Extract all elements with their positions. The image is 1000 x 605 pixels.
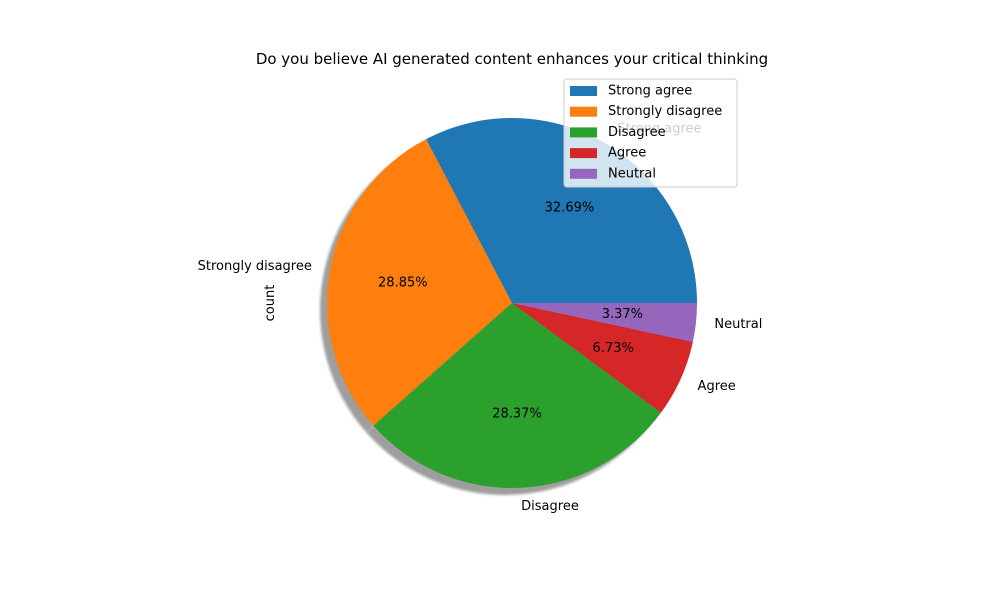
pie-slice-agree <box>512 303 693 413</box>
pie-slices <box>326 118 697 488</box>
legend-label-strongly-disagree: Strongly disagree <box>608 104 722 119</box>
slice-label-agree: Agree <box>698 379 736 394</box>
y-axis-label: count <box>263 285 278 322</box>
slice-percent-strongly-disagree: 28.85% <box>378 275 428 290</box>
legend-label-strong-agree: Strong agree <box>608 84 692 99</box>
pie-slice-neutral <box>512 303 697 342</box>
legend-label-neutral: Neutral <box>608 166 656 181</box>
slice-label-disagree: Disagree <box>521 499 579 514</box>
legend-box <box>563 78 738 188</box>
slice-label-neutral: Neutral <box>714 317 762 332</box>
legend-label-disagree: Disagree <box>608 125 666 140</box>
slice-percent-neutral: 3.37% <box>602 307 643 322</box>
chart-title: Do you believe AI generated content enha… <box>256 50 768 68</box>
legend-label-agree: Agree <box>608 146 646 161</box>
slice-label-strongly-disagree: Strongly disagree <box>198 259 312 274</box>
pie-slice-strongly-disagree <box>326 139 512 426</box>
slice-percent-disagree: 28.37% <box>492 406 542 421</box>
legend-swatch-strong-agree <box>570 86 597 96</box>
slice-percent-agree: 6.73% <box>593 341 634 356</box>
legend: Strong agree Strongly disagree Disagree Agr… <box>563 78 738 188</box>
slice-percent-strong-agree: 32.69% <box>545 201 595 216</box>
legend-swatch-agree <box>570 148 597 159</box>
legend-swatch-neutral <box>570 168 597 179</box>
legend-swatch-strongly-disagree <box>570 106 597 117</box>
pie-slice-disagree <box>373 303 661 488</box>
legend-swatch-disagree <box>570 127 597 138</box>
